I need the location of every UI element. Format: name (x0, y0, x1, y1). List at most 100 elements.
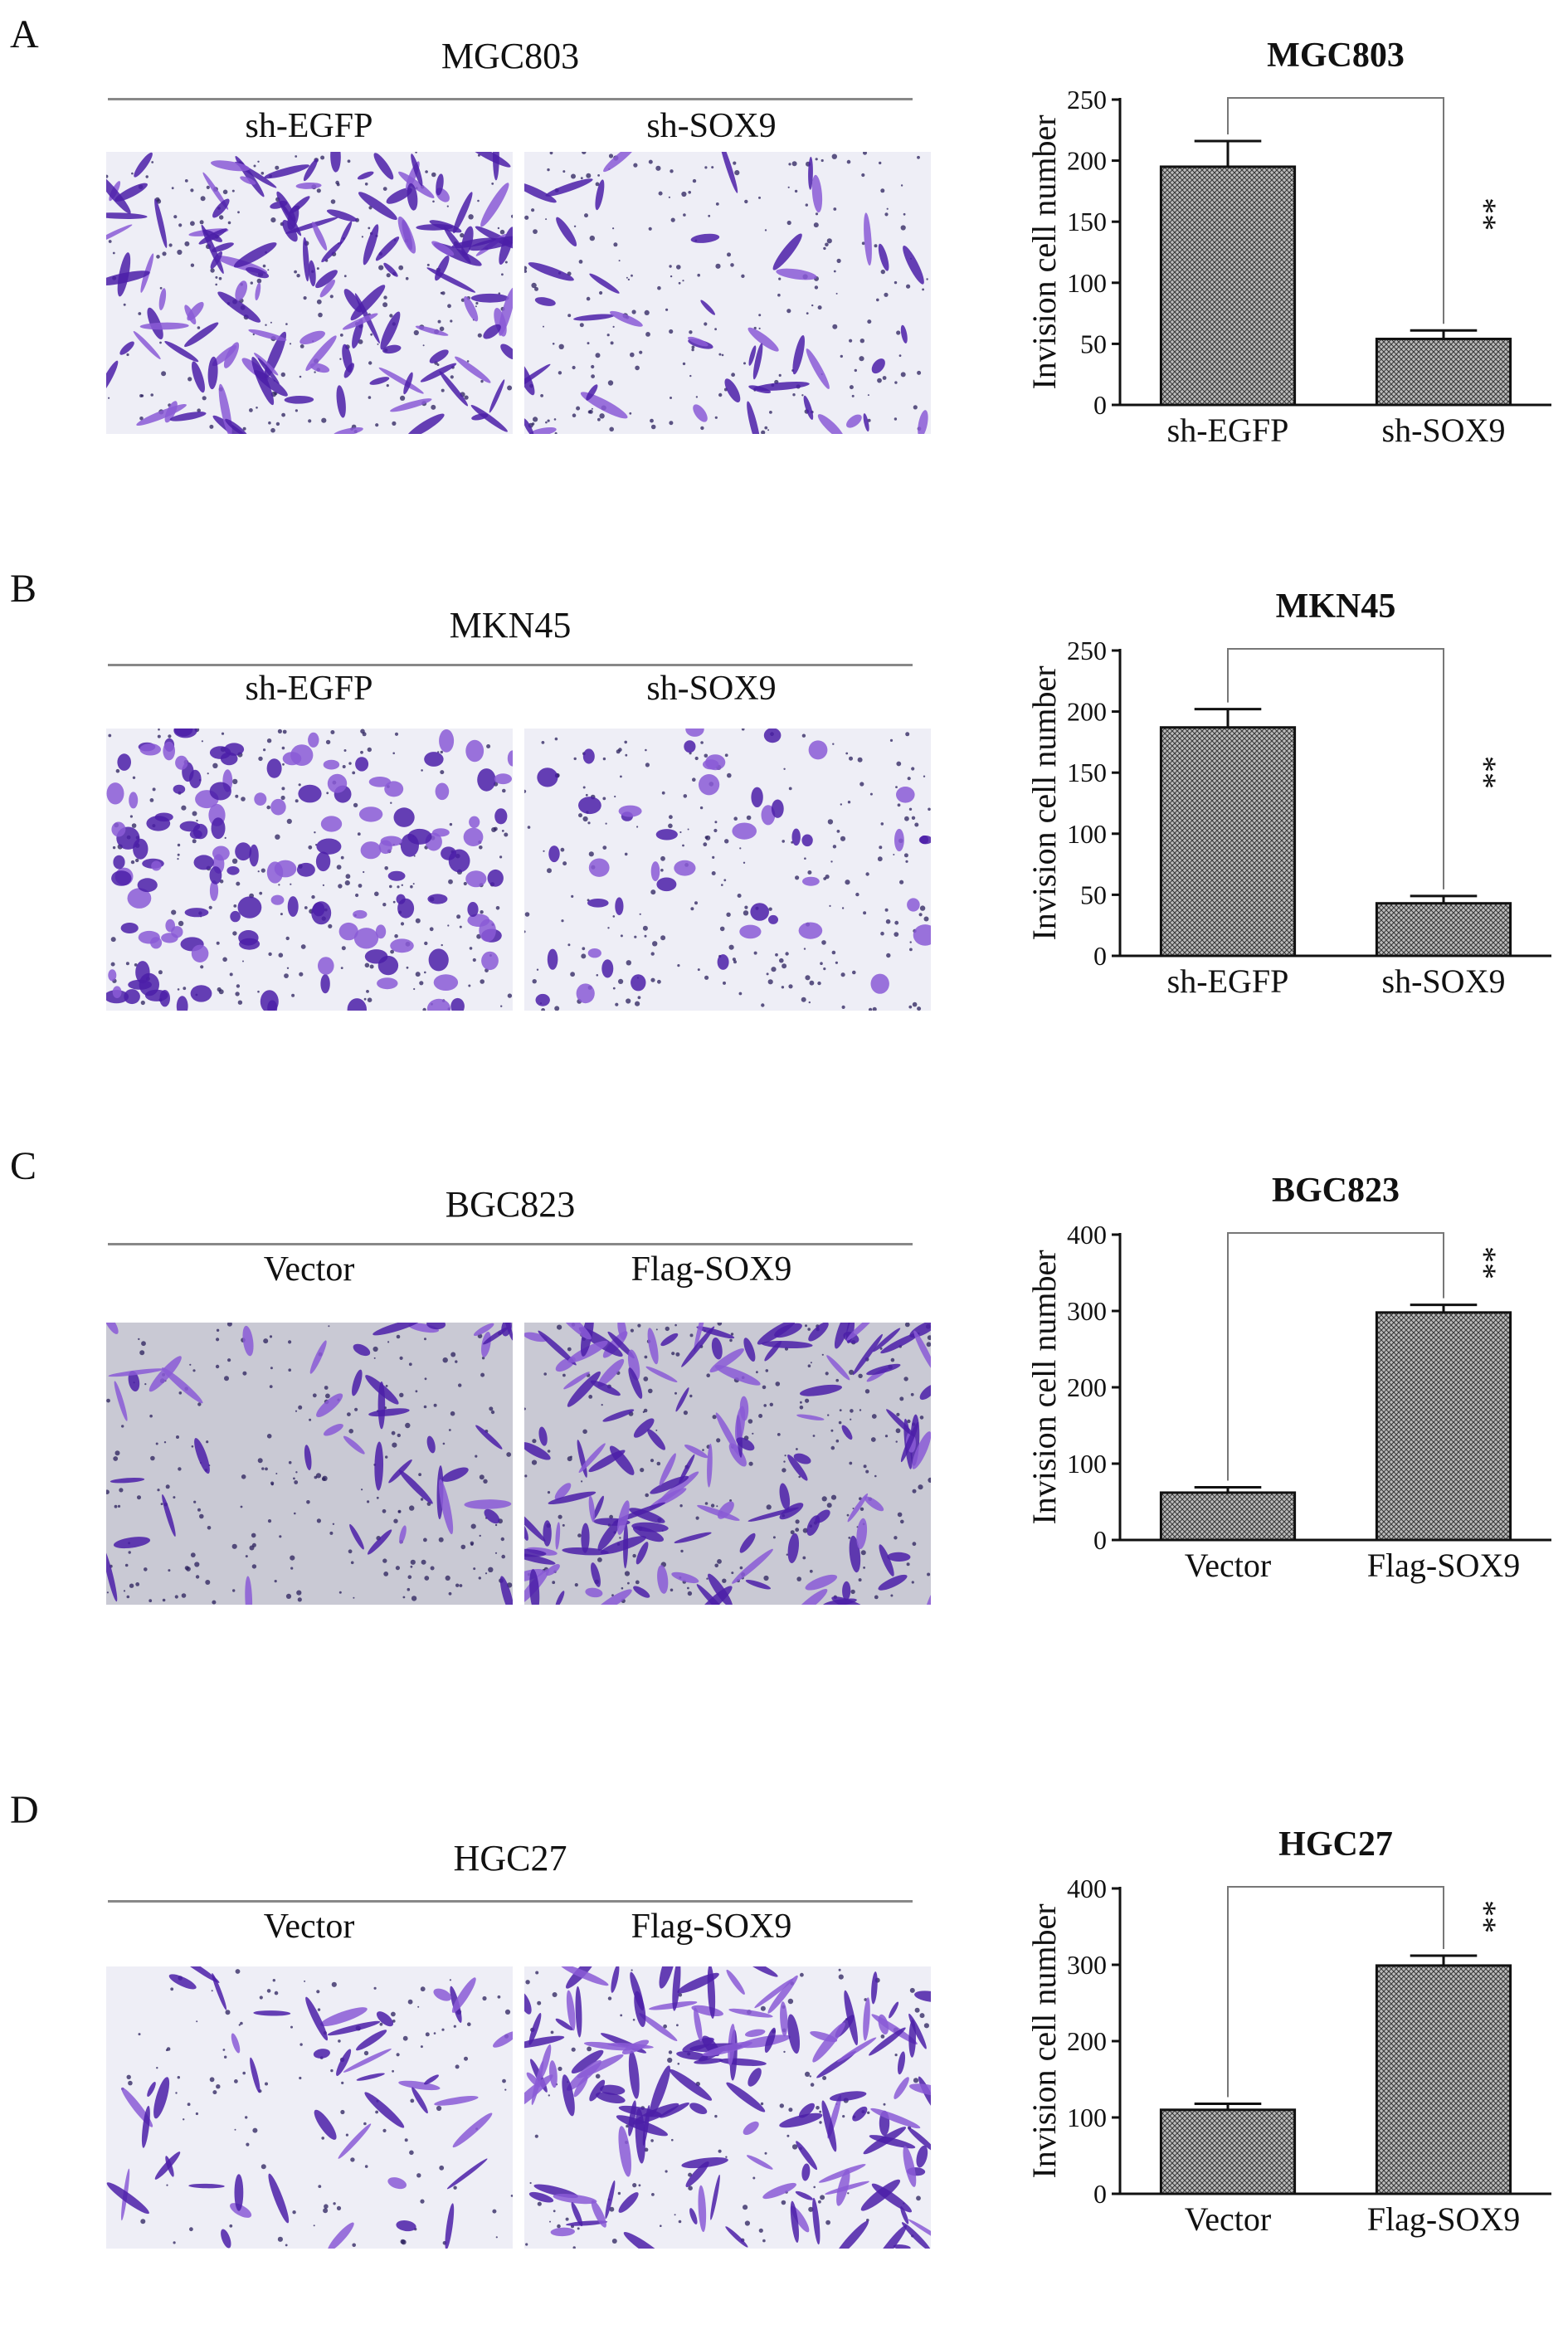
stained-cell (629, 1508, 665, 1523)
pore-dot (314, 831, 316, 834)
bar-chart: MKN45 Invision cell number 0 50 100 150 200 250… (1020, 584, 1568, 1016)
pore-dot (355, 893, 359, 898)
pore-dot (405, 276, 409, 280)
pore-dot (807, 1328, 811, 1331)
stained-cell (398, 171, 435, 198)
pore-dot (679, 831, 682, 834)
stained-cell (353, 928, 379, 949)
stained-cell (907, 898, 920, 912)
pore-dot (730, 263, 734, 267)
stained-cell (550, 2227, 575, 2237)
stained-cell (681, 1326, 715, 1367)
stained-cell (674, 1532, 712, 1543)
stained-cell (674, 860, 696, 876)
stained-cell (743, 1966, 778, 1977)
stained-cell (353, 909, 368, 919)
pore-dot (631, 274, 633, 277)
pore-dot (849, 756, 853, 761)
pore-dot (134, 963, 138, 967)
pore-dot (367, 747, 372, 753)
pore-dot (858, 1578, 862, 1582)
stained-cell (798, 2103, 816, 2118)
pore-dot (607, 1996, 612, 2000)
pore-dot (815, 212, 819, 216)
pore-dot (553, 418, 557, 421)
pore-dot (711, 871, 716, 875)
pore-dot (308, 419, 312, 423)
stained-cell (903, 245, 924, 285)
pore-dot (650, 424, 656, 430)
pore-dot (760, 2005, 766, 2011)
pore-dot (894, 1536, 898, 1540)
stained-cell (672, 1966, 681, 2011)
pore-dot (786, 1553, 788, 1556)
pore-dot (916, 2195, 921, 2201)
pore-dot (206, 1440, 209, 1444)
pore-dot (480, 379, 484, 383)
pore-dot (917, 155, 920, 159)
pore-dot (422, 344, 425, 347)
micrograph-right (524, 1323, 931, 1605)
pore-dot (251, 1564, 257, 1569)
y-axis-label: Invision cell number (1025, 1903, 1063, 2178)
pore-dot (537, 2000, 542, 2005)
stained-cell (728, 2008, 773, 2018)
pore-dot (578, 260, 583, 264)
pore-dot (681, 191, 687, 197)
pore-dot (494, 826, 498, 831)
pore-dot (501, 273, 504, 276)
pore-dot (534, 286, 538, 291)
pore-dot (482, 1995, 487, 2001)
cell-line-title: BGC823 (445, 1184, 576, 1225)
pore-dot (345, 874, 351, 880)
pore-dot (439, 326, 445, 332)
pore-dot (819, 2121, 822, 2124)
pore-dot (216, 1328, 220, 1332)
pore-dot (637, 1323, 641, 1328)
stained-cell (610, 310, 643, 327)
pore-dot (221, 732, 225, 735)
stained-cell (212, 198, 230, 218)
pore-dot (852, 970, 856, 975)
pore-dot (316, 1990, 320, 1994)
pore-dot (896, 330, 901, 335)
pore-dot (589, 235, 595, 241)
pore-dot (468, 984, 471, 987)
pore-dot (389, 884, 392, 889)
pore-dot (278, 884, 280, 886)
pore-dot (801, 733, 806, 738)
pore-dot (870, 1437, 876, 1442)
stained-cell (879, 1544, 894, 1576)
pore-dot (299, 972, 304, 977)
pore-dot (270, 1481, 275, 1485)
pore-dot (149, 798, 154, 802)
stained-cell (254, 792, 267, 806)
pore-dot (129, 1583, 134, 1588)
pore-dot (537, 2201, 542, 2206)
stained-cell (106, 360, 119, 398)
stained-cell (209, 880, 219, 901)
stained-cell (660, 2102, 689, 2118)
stained-cell (303, 236, 309, 282)
stained-cell (555, 1591, 565, 1605)
pore-dot (743, 910, 749, 916)
pore-dot (650, 418, 654, 423)
pore-dot (184, 179, 188, 183)
pore-dot (426, 263, 430, 266)
pore-dot (890, 1357, 895, 1362)
pore-dot (861, 173, 865, 178)
pore-dot (392, 2069, 394, 2073)
pore-dot (760, 2102, 764, 2106)
stained-cell (420, 363, 457, 383)
pore-dot (212, 763, 218, 768)
pore-dot (867, 394, 869, 397)
stained-cell (842, 1581, 851, 1601)
pore-dot (368, 227, 371, 230)
pore-dot (608, 153, 614, 158)
stained-cell (397, 216, 416, 254)
pore-dot (534, 2134, 538, 2138)
y-tick-label: 0 (1093, 2179, 1107, 2209)
stained-cell (264, 164, 309, 179)
pore-dot (894, 932, 899, 937)
pore-dot (394, 933, 398, 938)
